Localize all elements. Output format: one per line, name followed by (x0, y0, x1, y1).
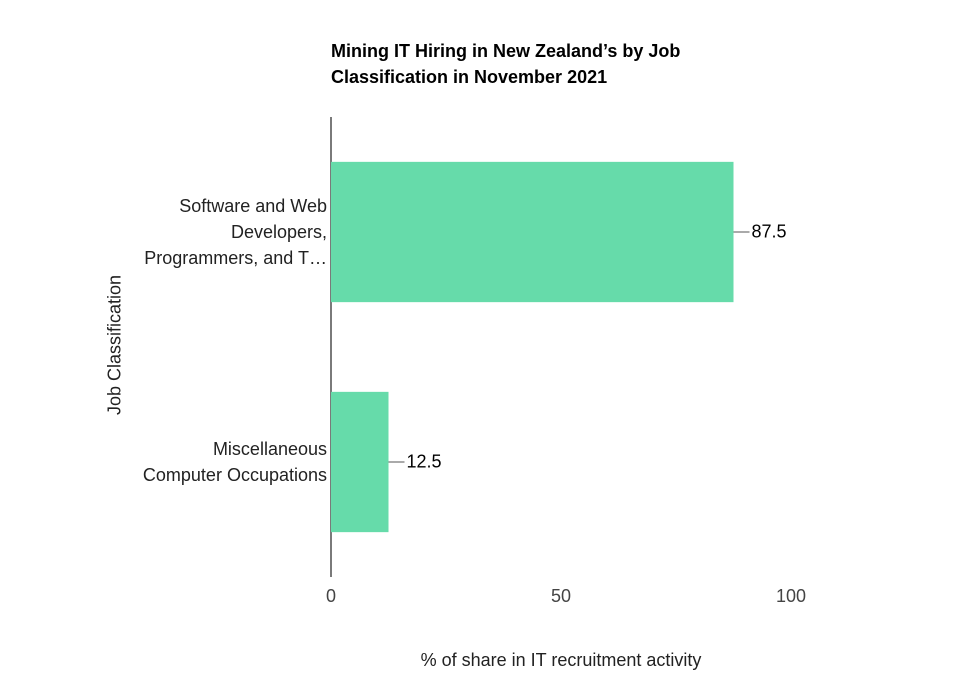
y-tick-label: Software and Web Developers, Programmers… (144, 196, 327, 268)
value-label: 12.5 (406, 451, 442, 472)
bar (331, 391, 389, 533)
x-axis-title: % of share in IT recruitment activity (420, 650, 702, 670)
value-label: 87.5 (751, 221, 787, 242)
x-tick-label: 100 (775, 586, 807, 606)
y-tick-label: Miscellaneous Computer Occupations (142, 439, 327, 485)
x-tick-label: 0 (325, 586, 337, 606)
bar (331, 161, 734, 303)
chart-title: Mining IT Hiring in New Zealand’s by Job… (331, 41, 681, 87)
x-tick-label: 50 (550, 586, 572, 606)
y-axis-title: Job Classification (104, 274, 125, 416)
